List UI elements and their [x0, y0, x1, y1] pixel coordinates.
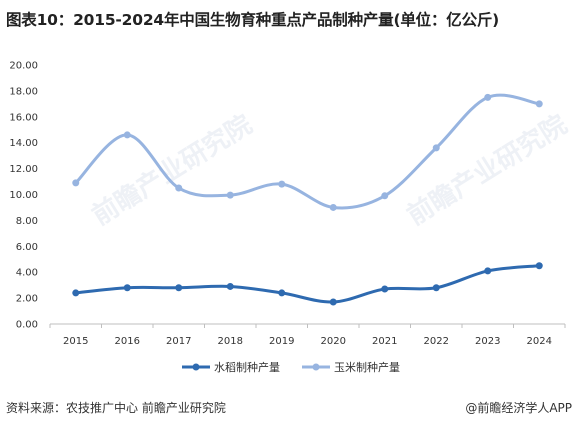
- x-tick-label: 2017: [166, 336, 191, 347]
- y-tick-label: 10.00: [9, 190, 38, 201]
- x-tick-label: 2020: [321, 336, 346, 347]
- x-axis: 2015 2016 2017 2018 2019 2020 2021 2022 2023 2024: [49, 323, 566, 347]
- series-group: [72, 93, 543, 306]
- x-tick-label: 2016: [115, 336, 140, 347]
- y-tick-label: 0.00: [16, 320, 38, 331]
- y-tick-label: 18.00: [9, 86, 38, 97]
- data-point: [123, 284, 131, 292]
- legend-marker: [192, 363, 200, 371]
- y-tick-label: 20.00: [9, 61, 38, 72]
- legend-marker: [312, 363, 320, 371]
- data-point: [484, 93, 492, 101]
- y-tick-label: 14.00: [9, 138, 38, 149]
- chart-title: 图表10：2015-2024年中国生物育种重点产品制种产量(单位：亿公斤): [6, 11, 500, 29]
- y-tick-label: 2.00: [16, 294, 38, 305]
- data-point: [381, 285, 389, 293]
- data-point: [123, 131, 131, 139]
- x-tick-label: 2018: [218, 336, 243, 347]
- data-point: [535, 262, 543, 270]
- data-point: [329, 298, 337, 306]
- data-point: [226, 191, 234, 199]
- credit-note: @前瞻经济学人APP: [465, 401, 572, 415]
- x-tick-label: 2022: [424, 336, 449, 347]
- x-tick-label: 2023: [475, 336, 500, 347]
- legend-label: 水稻制种产量: [214, 360, 280, 374]
- data-point: [278, 289, 286, 297]
- y-tick-label: 4.00: [16, 268, 38, 279]
- x-tick-label: 2015: [63, 336, 88, 347]
- data-point: [72, 179, 80, 187]
- legend: 水稻制种产量 玉米制种产量: [182, 360, 400, 374]
- data-point: [175, 284, 183, 292]
- x-tick-label: 2021: [372, 336, 397, 347]
- data-point: [484, 267, 492, 275]
- data-point: [381, 192, 389, 200]
- y-tick-label: 12.00: [9, 164, 38, 175]
- x-tick-label: 2024: [527, 336, 552, 347]
- legend-label: 玉米制种产量: [334, 360, 400, 374]
- series-line: [74, 264, 541, 304]
- data-point: [432, 284, 440, 292]
- data-point: [278, 180, 286, 188]
- data-point: [432, 144, 440, 152]
- source-note: 资料来源：农技推广中心 前瞻产业研究院: [6, 401, 226, 415]
- series-line: [74, 93, 541, 210]
- x-tick-label: 2019: [269, 336, 294, 347]
- y-tick-label: 8.00: [16, 216, 38, 227]
- data-point: [329, 203, 337, 211]
- y-axis: 0.00 2.00 4.00 6.00 8.00 10.00 12.00 14.00 16.00…: [9, 61, 38, 331]
- data-point: [175, 184, 183, 192]
- y-tick-label: 6.00: [16, 242, 38, 253]
- y-tick-label: 16.00: [9, 112, 38, 123]
- data-point: [535, 100, 543, 108]
- data-point: [72, 289, 80, 297]
- data-point: [226, 282, 234, 290]
